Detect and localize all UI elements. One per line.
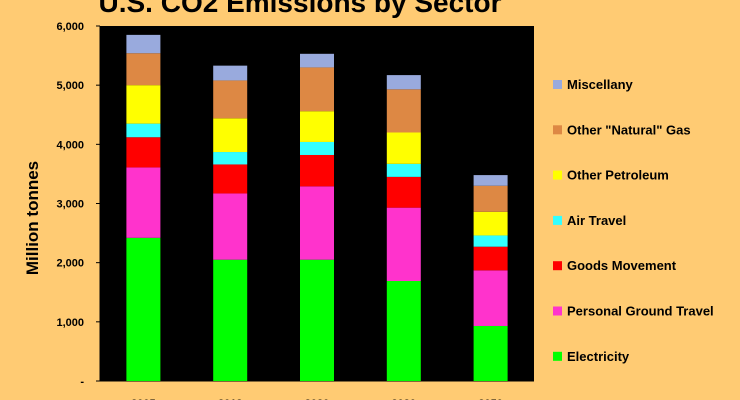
legend-label: Air Travel bbox=[567, 213, 626, 228]
bar-segment bbox=[126, 34, 161, 54]
legend-swatch bbox=[553, 80, 562, 89]
legend-swatch bbox=[553, 125, 562, 135]
bar-segment bbox=[126, 137, 161, 168]
y-tick-label: 1,000 bbox=[56, 317, 84, 329]
bar-segment bbox=[126, 167, 161, 238]
legend-swatch bbox=[553, 306, 562, 316]
legend-label: Goods Movement bbox=[567, 258, 677, 273]
bar-segment bbox=[473, 270, 508, 326]
x-tick-label: 2005 bbox=[131, 398, 155, 400]
legend-swatch bbox=[553, 170, 562, 180]
bar-segment bbox=[213, 193, 248, 260]
bar-segment bbox=[300, 111, 334, 142]
y-axis-label: Million tonnes bbox=[23, 161, 42, 275]
x-tick-label: 2020 bbox=[305, 398, 329, 400]
bar-segment bbox=[126, 123, 161, 138]
legend-label: Other Petroleum bbox=[567, 168, 669, 183]
bar-segment bbox=[213, 80, 248, 119]
bar-segment bbox=[473, 175, 508, 186]
y-tick-group: - 1,000 2,000 3,000 4,000 5,000 6,000 bbox=[56, 21, 100, 388]
legend-label: Miscellany bbox=[567, 77, 634, 92]
legend: Miscellany Other "Natural" Gas Other Petro… bbox=[553, 77, 714, 364]
bar-segment bbox=[300, 141, 334, 155]
bar-segment bbox=[473, 211, 508, 236]
bar-segment bbox=[300, 186, 334, 260]
bar-segment bbox=[213, 118, 248, 153]
chart-title: U.S. CO2 Emissions by Sector bbox=[98, 0, 501, 18]
x-tick-label: 2030 bbox=[392, 398, 416, 400]
bar-segment bbox=[386, 89, 421, 133]
bar-segment bbox=[386, 132, 421, 164]
bar-segment bbox=[213, 65, 248, 81]
bar-segment bbox=[300, 259, 334, 381]
bar-segment bbox=[300, 154, 334, 187]
bar-segment bbox=[213, 164, 248, 194]
bar-segment bbox=[386, 75, 421, 90]
bar-segment bbox=[386, 163, 421, 177]
bar-segment bbox=[473, 246, 508, 271]
bar-segment bbox=[473, 325, 508, 381]
legend-label: Other "Natural" Gas bbox=[567, 122, 691, 137]
bar-segment bbox=[213, 259, 248, 381]
y-tick-label: 2,000 bbox=[56, 258, 84, 270]
y-tick-label: 5,000 bbox=[56, 80, 84, 92]
bar-segment bbox=[126, 85, 161, 124]
bar-segment bbox=[300, 67, 334, 112]
bar-segment bbox=[213, 152, 248, 165]
bar-segment bbox=[386, 176, 421, 208]
y-tick-label: 4,000 bbox=[56, 139, 84, 151]
x-tick-label: 2050 bbox=[478, 398, 502, 400]
bar-segment bbox=[300, 53, 334, 68]
x-tick-label: 2012 bbox=[218, 398, 242, 400]
bar-segment bbox=[473, 185, 508, 212]
bar-segment bbox=[126, 53, 161, 86]
y-tick-label: 6,000 bbox=[56, 21, 84, 33]
legend-swatch bbox=[553, 215, 562, 225]
bar-segment bbox=[126, 237, 161, 381]
legend-label: Personal Ground Travel bbox=[567, 304, 714, 319]
bar-segment bbox=[386, 281, 421, 381]
legend-swatch bbox=[553, 351, 562, 361]
bar-segment bbox=[473, 235, 508, 247]
legend-swatch bbox=[553, 261, 562, 271]
bar-group bbox=[126, 34, 508, 381]
bar-segment bbox=[386, 207, 421, 282]
y-tick-label: 3,000 bbox=[56, 199, 84, 211]
y-tick-label: - bbox=[80, 376, 84, 388]
x-tick-group: 2005 2012 2020 2030 2050 bbox=[131, 398, 503, 400]
legend-label: Electricity bbox=[567, 349, 630, 364]
